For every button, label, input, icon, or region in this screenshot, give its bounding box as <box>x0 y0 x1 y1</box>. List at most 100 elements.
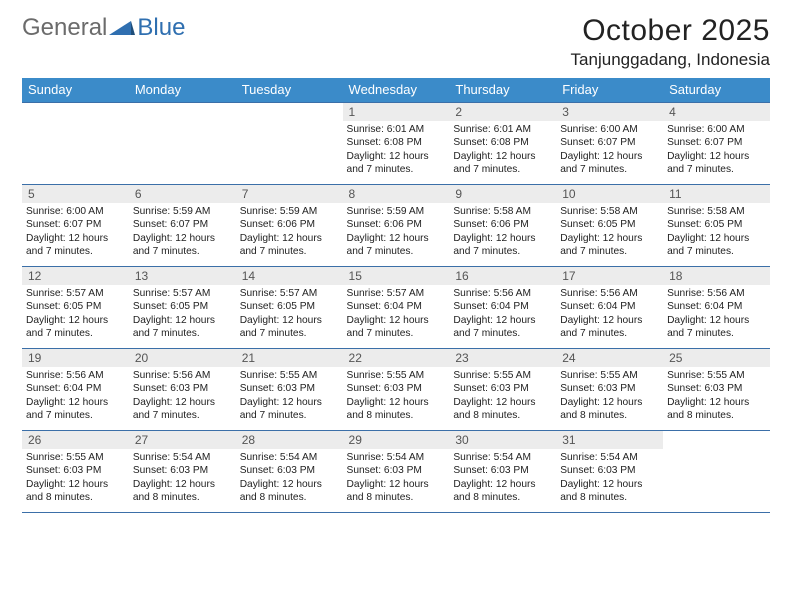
sunrise-line: Sunrise: 5:58 AM <box>560 205 659 218</box>
sunset-line: Sunset: 6:05 PM <box>667 218 766 231</box>
title-block: October 2025 Tanjunggadang, Indonesia <box>571 14 770 70</box>
sunset-line: Sunset: 6:07 PM <box>667 136 766 149</box>
day-number: 1 <box>343 103 450 121</box>
calendar-day-cell: 28Sunrise: 5:54 AMSunset: 6:03 PMDayligh… <box>236 431 343 513</box>
daylight-line: Daylight: 12 hours and 8 minutes. <box>560 396 659 423</box>
calendar-day-cell: 1Sunrise: 6:01 AMSunset: 6:08 PMDaylight… <box>343 103 450 185</box>
day-body: Sunrise: 5:55 AMSunset: 6:03 PMDaylight:… <box>236 367 343 425</box>
calendar-week-row: 26Sunrise: 5:55 AMSunset: 6:03 PMDayligh… <box>22 431 770 513</box>
day-number: 23 <box>449 349 556 367</box>
day-number: 30 <box>449 431 556 449</box>
daylight-line: Daylight: 12 hours and 7 minutes. <box>133 314 232 341</box>
sunset-line: Sunset: 6:06 PM <box>240 218 339 231</box>
day-number: 4 <box>663 103 770 121</box>
calendar-day-cell: 17Sunrise: 5:56 AMSunset: 6:04 PMDayligh… <box>556 267 663 349</box>
brand-triangle-icon <box>109 19 135 37</box>
sunrise-line: Sunrise: 6:00 AM <box>26 205 125 218</box>
day-number: 21 <box>236 349 343 367</box>
calendar-day-cell: 4Sunrise: 6:00 AMSunset: 6:07 PMDaylight… <box>663 103 770 185</box>
sunset-line: Sunset: 6:03 PM <box>133 464 232 477</box>
calendar-day-cell: 12Sunrise: 5:57 AMSunset: 6:05 PMDayligh… <box>22 267 129 349</box>
day-number: 28 <box>236 431 343 449</box>
sunset-line: Sunset: 6:04 PM <box>453 300 552 313</box>
sunrise-line: Sunrise: 5:54 AM <box>240 451 339 464</box>
weekday-header-row: Sunday Monday Tuesday Wednesday Thursday… <box>22 78 770 103</box>
calendar-day-cell: 29Sunrise: 5:54 AMSunset: 6:03 PMDayligh… <box>343 431 450 513</box>
daylight-line: Daylight: 12 hours and 7 minutes. <box>560 150 659 177</box>
day-number: 24 <box>556 349 663 367</box>
sunrise-line: Sunrise: 5:54 AM <box>453 451 552 464</box>
weekday-header: Saturday <box>663 78 770 103</box>
weekday-header: Monday <box>129 78 236 103</box>
weekday-header: Wednesday <box>343 78 450 103</box>
day-body: Sunrise: 5:55 AMSunset: 6:03 PMDaylight:… <box>556 367 663 425</box>
daylight-line: Daylight: 12 hours and 8 minutes. <box>667 396 766 423</box>
day-body: Sunrise: 5:56 AMSunset: 6:04 PMDaylight:… <box>556 285 663 343</box>
sunset-line: Sunset: 6:04 PM <box>347 300 446 313</box>
daylight-line: Daylight: 12 hours and 7 minutes. <box>347 232 446 259</box>
calendar-day-cell: 25Sunrise: 5:55 AMSunset: 6:03 PMDayligh… <box>663 349 770 431</box>
calendar-day-cell: 19Sunrise: 5:56 AMSunset: 6:04 PMDayligh… <box>22 349 129 431</box>
sunset-line: Sunset: 6:03 PM <box>560 464 659 477</box>
day-body: Sunrise: 5:56 AMSunset: 6:04 PMDaylight:… <box>663 285 770 343</box>
calendar-day-cell: 16Sunrise: 5:56 AMSunset: 6:04 PMDayligh… <box>449 267 556 349</box>
day-body: Sunrise: 5:57 AMSunset: 6:04 PMDaylight:… <box>343 285 450 343</box>
daylight-line: Daylight: 12 hours and 7 minutes. <box>240 314 339 341</box>
day-body: Sunrise: 5:56 AMSunset: 6:04 PMDaylight:… <box>22 367 129 425</box>
sunrise-line: Sunrise: 5:55 AM <box>26 451 125 464</box>
day-number: 25 <box>663 349 770 367</box>
sunrise-line: Sunrise: 5:59 AM <box>240 205 339 218</box>
day-body: Sunrise: 5:55 AMSunset: 6:03 PMDaylight:… <box>343 367 450 425</box>
day-body: Sunrise: 5:59 AMSunset: 6:07 PMDaylight:… <box>129 203 236 261</box>
calendar-day-cell: 9Sunrise: 5:58 AMSunset: 6:06 PMDaylight… <box>449 185 556 267</box>
sunset-line: Sunset: 6:03 PM <box>240 464 339 477</box>
sunrise-line: Sunrise: 5:56 AM <box>133 369 232 382</box>
calendar-day-cell: 21Sunrise: 5:55 AMSunset: 6:03 PMDayligh… <box>236 349 343 431</box>
daylight-line: Daylight: 12 hours and 8 minutes. <box>560 478 659 505</box>
sunrise-line: Sunrise: 5:59 AM <box>347 205 446 218</box>
sunrise-line: Sunrise: 5:55 AM <box>560 369 659 382</box>
day-number: 13 <box>129 267 236 285</box>
calendar-table: Sunday Monday Tuesday Wednesday Thursday… <box>22 78 770 513</box>
sunset-line: Sunset: 6:05 PM <box>240 300 339 313</box>
daylight-line: Daylight: 12 hours and 7 minutes. <box>560 314 659 341</box>
daylight-line: Daylight: 12 hours and 7 minutes. <box>453 150 552 177</box>
day-body: Sunrise: 5:54 AMSunset: 6:03 PMDaylight:… <box>556 449 663 507</box>
day-number: 3 <box>556 103 663 121</box>
day-number: 22 <box>343 349 450 367</box>
daylight-line: Daylight: 12 hours and 8 minutes. <box>347 396 446 423</box>
sunrise-line: Sunrise: 5:57 AM <box>133 287 232 300</box>
day-number: 29 <box>343 431 450 449</box>
sunset-line: Sunset: 6:03 PM <box>240 382 339 395</box>
day-body: Sunrise: 6:00 AMSunset: 6:07 PMDaylight:… <box>556 121 663 179</box>
sunrise-line: Sunrise: 5:57 AM <box>240 287 339 300</box>
daylight-line: Daylight: 12 hours and 7 minutes. <box>560 232 659 259</box>
day-body: Sunrise: 5:57 AMSunset: 6:05 PMDaylight:… <box>22 285 129 343</box>
sunrise-line: Sunrise: 5:55 AM <box>667 369 766 382</box>
daylight-line: Daylight: 12 hours and 8 minutes. <box>26 478 125 505</box>
brand-logo: General Blue <box>22 14 185 42</box>
daylight-line: Daylight: 12 hours and 7 minutes. <box>667 232 766 259</box>
sunrise-line: Sunrise: 5:55 AM <box>240 369 339 382</box>
calendar-day-cell <box>129 103 236 185</box>
calendar-day-cell: 24Sunrise: 5:55 AMSunset: 6:03 PMDayligh… <box>556 349 663 431</box>
day-number: 8 <box>343 185 450 203</box>
day-body: Sunrise: 5:54 AMSunset: 6:03 PMDaylight:… <box>129 449 236 507</box>
calendar-day-cell <box>663 431 770 513</box>
daylight-line: Daylight: 12 hours and 7 minutes. <box>240 232 339 259</box>
header: General Blue October 2025 Tanjunggadang,… <box>22 14 770 70</box>
daylight-line: Daylight: 12 hours and 7 minutes. <box>26 314 125 341</box>
calendar-day-cell: 10Sunrise: 5:58 AMSunset: 6:05 PMDayligh… <box>556 185 663 267</box>
calendar-week-row: 19Sunrise: 5:56 AMSunset: 6:04 PMDayligh… <box>22 349 770 431</box>
daylight-line: Daylight: 12 hours and 7 minutes. <box>133 232 232 259</box>
sunrise-line: Sunrise: 5:56 AM <box>453 287 552 300</box>
day-body: Sunrise: 5:55 AMSunset: 6:03 PMDaylight:… <box>663 367 770 425</box>
day-number: 10 <box>556 185 663 203</box>
daylight-line: Daylight: 12 hours and 7 minutes. <box>667 150 766 177</box>
day-number: 11 <box>663 185 770 203</box>
sunset-line: Sunset: 6:06 PM <box>453 218 552 231</box>
sunrise-line: Sunrise: 5:55 AM <box>347 369 446 382</box>
sunset-line: Sunset: 6:07 PM <box>26 218 125 231</box>
weekday-header: Tuesday <box>236 78 343 103</box>
sunset-line: Sunset: 6:04 PM <box>667 300 766 313</box>
